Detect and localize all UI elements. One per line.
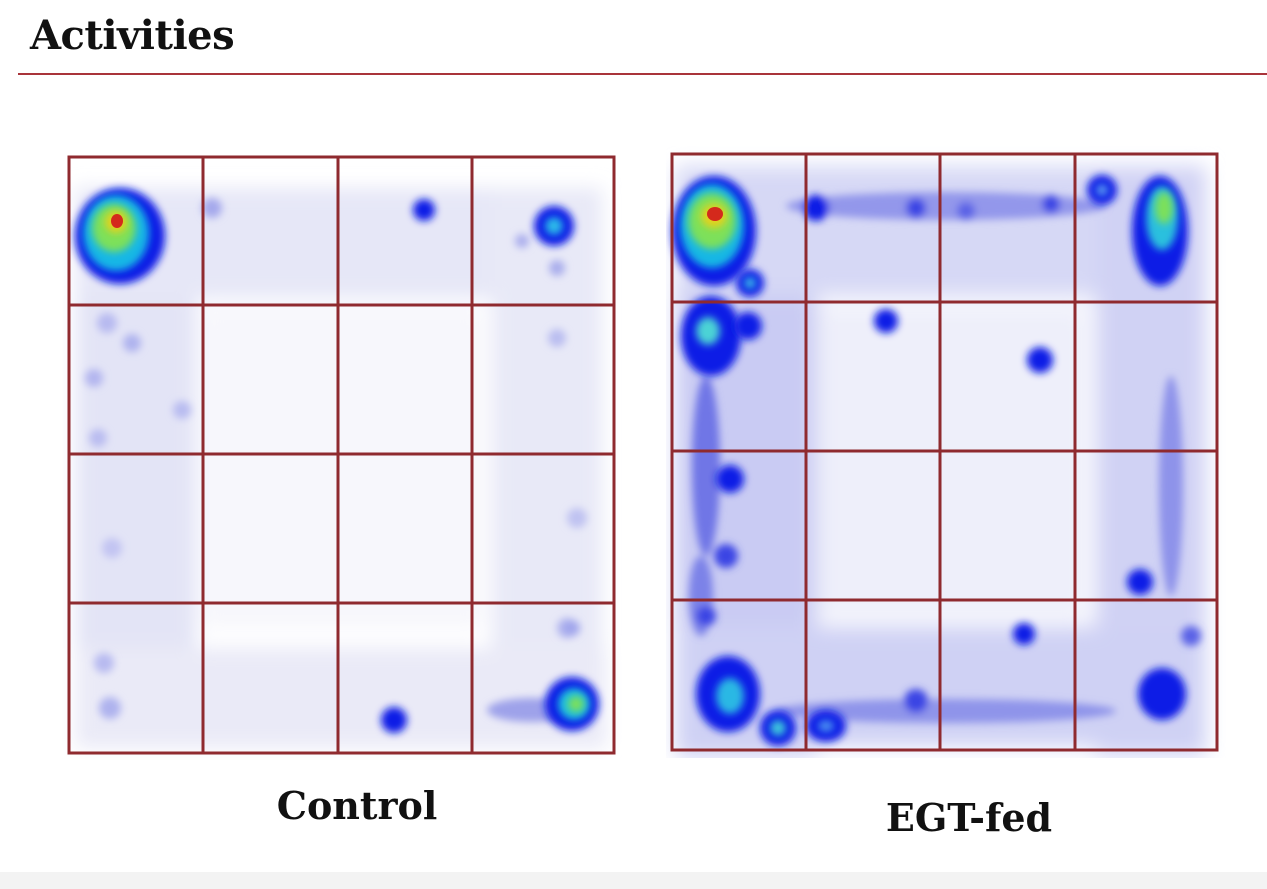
- hotspot-bottom-center: [381, 707, 407, 733]
- hotspot-top-center: [413, 199, 435, 221]
- bottom-band: [0, 872, 1267, 889]
- egt-fed-caption: EGT-fed: [885, 795, 1053, 840]
- control-caption: Control: [276, 783, 438, 828]
- control-heatmap-panel: [62, 148, 622, 760]
- trail-marks: [689, 192, 1201, 723]
- hotspot-top-left: [672, 176, 764, 297]
- egt-fed-heatmap-panel: [666, 146, 1226, 758]
- hotspot-left-upper: [681, 296, 762, 376]
- background-haze: [76, 188, 606, 748]
- hotspot-bottom-left: [696, 656, 846, 746]
- trail-marks: [85, 198, 587, 722]
- control-heatmap: [67, 155, 616, 755]
- title-divider: [18, 73, 1267, 75]
- egt-fed-heatmap: [670, 152, 1219, 756]
- hotspot-top-left: [75, 188, 165, 284]
- hotspot-top-right: [534, 206, 574, 246]
- slide-title: Activities: [30, 12, 235, 59]
- hotspot-bottom-right: [545, 677, 599, 731]
- egt-fed-grid: [670, 152, 1219, 752]
- control-grid: [67, 155, 616, 755]
- hotspot-top-right: [1087, 175, 1188, 286]
- hotspot-mid-spots: [716, 309, 1153, 595]
- hotspot-bottom-right: [1138, 668, 1186, 720]
